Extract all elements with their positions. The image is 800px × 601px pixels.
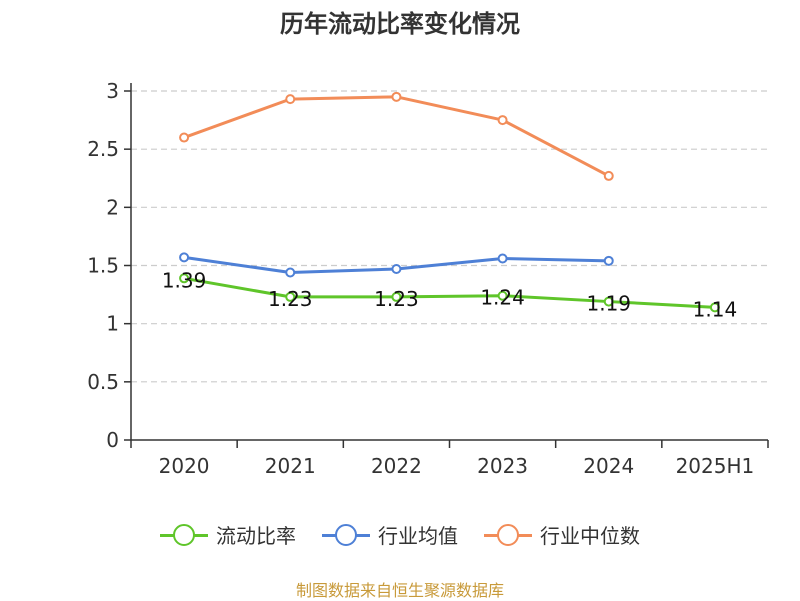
data-point[interactable] — [179, 132, 190, 143]
y-tick-label: 0 — [106, 428, 119, 452]
x-tick-label: 2022 — [371, 454, 422, 478]
y-tick-label: 0.5 — [87, 370, 119, 394]
legend-item-current-ratio[interactable]: 流动比率 — [160, 520, 296, 549]
data-point[interactable] — [603, 255, 614, 266]
legend-item-industry-average[interactable]: 行业均值 — [322, 520, 458, 549]
data-point[interactable] — [497, 115, 508, 126]
data-point[interactable] — [285, 267, 296, 278]
chart-title: 历年流动比率变化情况 — [280, 10, 520, 38]
legend-label-current-ratio: 流动比率 — [216, 524, 296, 548]
x-tick-label: 2025H1 — [676, 454, 755, 478]
data-point[interactable] — [497, 253, 508, 264]
data-label: 1.23 — [374, 287, 419, 311]
data-label: 1.14 — [693, 297, 738, 321]
series-line — [183, 276, 715, 309]
legend-label-industry-median: 行业中位数 — [540, 524, 640, 548]
legend-marker-current-ratio — [160, 523, 208, 546]
source-note: 制图数据来自恒生聚源数据库 — [295, 581, 504, 600]
x-tick-label: 2023 — [477, 454, 528, 478]
data-label: 1.23 — [268, 287, 313, 311]
legend-marker-industry-median — [484, 523, 532, 546]
data-point[interactable] — [391, 91, 402, 102]
data-point[interactable] — [179, 252, 190, 263]
y-tick-label: 3 — [106, 79, 119, 103]
data-point[interactable] — [179, 273, 190, 284]
series-line — [183, 95, 610, 178]
data-point[interactable] — [391, 263, 402, 274]
data-point[interactable] — [285, 94, 296, 105]
data-point[interactable] — [603, 170, 614, 181]
y-tick-label: 2 — [106, 195, 119, 219]
data-point[interactable] — [391, 291, 402, 302]
y-tick-label: 2.5 — [87, 137, 119, 161]
legend-label-industry-average: 行业均值 — [378, 524, 458, 548]
data-point[interactable] — [285, 291, 296, 302]
data-point[interactable] — [603, 296, 614, 307]
data-label: 1.19 — [586, 292, 631, 316]
legend-item-industry-median[interactable]: 行业中位数 — [484, 520, 640, 549]
data-label: 1.39 — [162, 268, 207, 292]
x-tick-label: 2020 — [159, 454, 210, 478]
data-label: 1.24 — [480, 286, 525, 310]
data-point[interactable] — [709, 302, 720, 313]
y-tick-label: 1.5 — [87, 254, 119, 278]
legend: 流动比率 行业均值 行业中位数 — [0, 520, 800, 549]
y-tick-label: 1 — [106, 312, 119, 336]
legend-marker-industry-average — [322, 523, 370, 546]
data-point[interactable] — [497, 290, 508, 301]
x-tick-label: 2024 — [583, 454, 634, 478]
x-tick-label: 2021 — [265, 454, 316, 478]
